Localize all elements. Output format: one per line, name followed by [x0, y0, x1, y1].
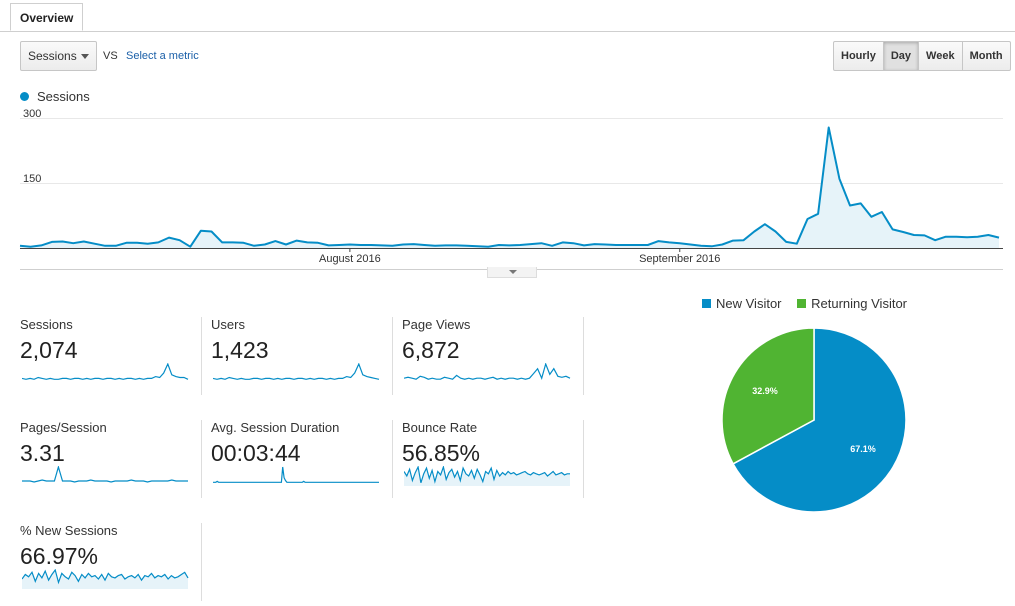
metric-label: % New Sessions	[20, 523, 118, 538]
sessions-line-chart: 300 150 August 2016 September 2016	[19, 108, 1003, 270]
hourly-button[interactable]: Hourly	[833, 41, 884, 71]
metric-select[interactable]: Sessions	[20, 41, 97, 71]
metric-value: 2,074	[20, 337, 78, 363]
pie-legend-item-new-visitor: New Visitor	[702, 296, 782, 311]
metric-label: Bounce Rate	[402, 420, 478, 435]
metric-value: 00:03:44	[211, 440, 301, 466]
new-visitor-swatch	[702, 299, 711, 308]
metric-tile-bounce-rate: Bounce Rate 56.85%	[402, 420, 584, 498]
pie-slice-new-visitor	[732, 327, 907, 513]
sparkline-area	[22, 570, 188, 589]
select-metric-link[interactable]: Select a metric	[126, 50, 199, 62]
sparkline-line	[22, 569, 189, 585]
avg-session-duration-sparkline	[213, 466, 379, 483]
metric-value: 56.85%	[402, 440, 481, 466]
metric-select-label: Sessions	[28, 49, 77, 63]
sessions-series-line	[19, 126, 1000, 248]
metric-tile-new-sessions: % New Sessions 66.97%	[20, 523, 202, 601]
pie-legend-label: Returning Visitor	[811, 296, 908, 311]
metric-tile-users: Users 1,423	[211, 317, 393, 395]
sparkline-line	[213, 363, 380, 380]
chevron-down-icon	[509, 270, 517, 274]
metric-label: Users	[211, 317, 245, 332]
metric-value: 3.31	[20, 440, 65, 466]
week-button[interactable]: Week	[918, 41, 963, 71]
sparkline-line	[404, 363, 571, 380]
bounce-rate-sparkline	[404, 466, 570, 486]
metric-tile-pages-per-session: Pages/Session 3.31	[20, 420, 202, 498]
metric-tile-avg-session-duration: Avg. Session Duration 00:03:44	[211, 420, 393, 498]
sessions-sparkline	[22, 363, 189, 380]
returning-visitor-swatch	[797, 299, 807, 308]
page-views-sparkline	[404, 363, 571, 380]
metric-value: 1,423	[211, 337, 269, 363]
pie-slice-returning-visitor	[721, 327, 815, 465]
chart-legend: Sessions	[20, 89, 90, 104]
sparkline-line	[22, 363, 189, 380]
sparkline-line	[213, 466, 379, 483]
pie-legend-label: New Visitor	[716, 296, 782, 311]
new-sessions-sparkline	[22, 569, 189, 589]
sessions-area	[20, 127, 999, 248]
metric-label: Pages/Session	[20, 420, 107, 435]
vs-label: VS	[103, 50, 118, 62]
month-button[interactable]: Month	[961, 41, 1011, 71]
day-button[interactable]: Day	[882, 41, 920, 71]
legend-label-sessions: Sessions	[37, 89, 90, 104]
x-tick-label: August 2016	[319, 253, 381, 265]
metric-tile-sessions: Sessions 2,074	[20, 317, 202, 395]
metric-label: Sessions	[20, 317, 73, 332]
metric-value: 6,872	[402, 337, 460, 363]
sparkline-line	[22, 466, 188, 483]
tab-bar: Overview	[0, 0, 1015, 32]
chevron-down-icon	[81, 54, 89, 59]
pie-legend: New Visitor Returning Visitor	[702, 296, 919, 311]
sessions-legend-dot	[20, 92, 29, 101]
metric-label: Page Views	[402, 317, 471, 332]
tab-overview[interactable]: Overview	[10, 3, 84, 31]
y-tick-label: 150	[23, 173, 41, 185]
pie-slice-label: 67.1%	[850, 444, 876, 454]
granularity-buttons: Hourly Day Week Month	[833, 41, 1011, 71]
pages-per-session-sparkline	[22, 466, 188, 483]
metric-label: Avg. Session Duration	[211, 420, 340, 435]
collapse-chart-toggle[interactable]	[487, 267, 537, 278]
pie-slice-label: 32.9%	[752, 386, 778, 396]
pie-legend-item-returning-visitor: Returning Visitor	[797, 296, 907, 311]
y-tick-label: 300	[23, 108, 41, 120]
visitor-pie-chart: 67.1% 32.9%	[721, 327, 907, 513]
metric-tile-page-views: Page Views 6,872	[402, 317, 584, 395]
sparkline-line	[404, 466, 570, 484]
metric-value: 66.97%	[20, 543, 99, 569]
users-sparkline	[213, 363, 380, 380]
sparkline-area	[404, 467, 570, 486]
x-tick-label: September 2016	[639, 253, 720, 265]
